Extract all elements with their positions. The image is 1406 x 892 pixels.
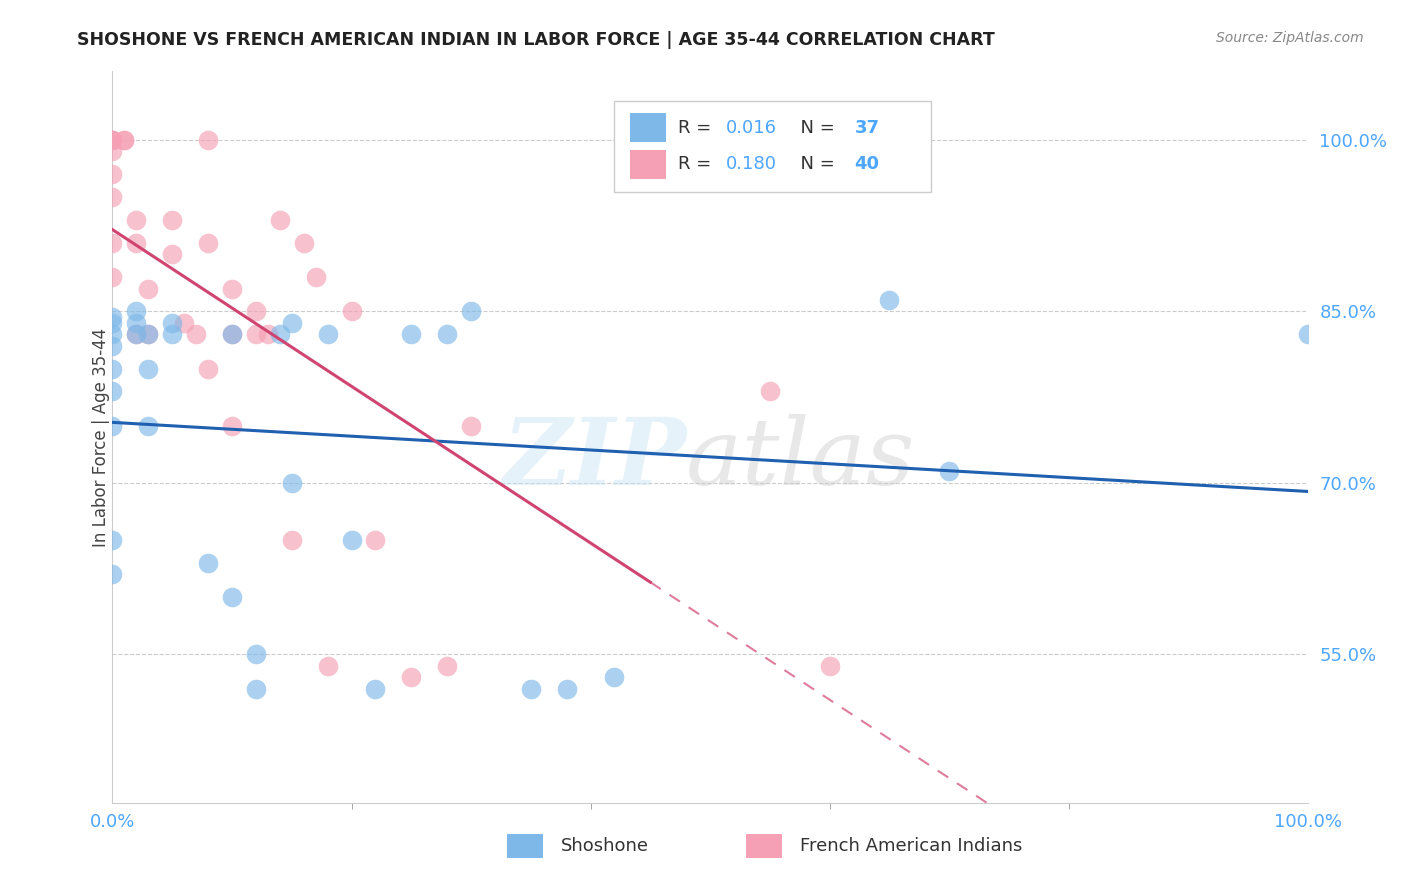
Point xyxy=(114,133,135,147)
Text: French American Indians: French American Indians xyxy=(800,837,1022,855)
Point xyxy=(401,327,423,342)
Text: SHOSHONE VS FRENCH AMERICAN INDIAN IN LABOR FORCE | AGE 35-44 CORRELATION CHART: SHOSHONE VS FRENCH AMERICAN INDIAN IN LA… xyxy=(77,31,995,49)
Text: R =: R = xyxy=(678,119,717,136)
Point xyxy=(364,681,387,696)
Point xyxy=(305,270,328,285)
Point xyxy=(340,304,363,318)
Point xyxy=(101,133,124,147)
Point xyxy=(281,316,304,330)
Point xyxy=(520,681,543,696)
Point xyxy=(257,327,280,342)
Text: N =: N = xyxy=(789,155,841,173)
Point xyxy=(101,339,124,353)
Point xyxy=(101,133,124,147)
Point xyxy=(269,327,291,342)
Point xyxy=(101,327,124,342)
Point xyxy=(162,213,183,227)
Point xyxy=(436,327,458,342)
Text: 37: 37 xyxy=(855,119,880,136)
Point xyxy=(460,304,482,318)
Point xyxy=(173,316,195,330)
Point xyxy=(197,361,219,376)
Point xyxy=(269,213,291,227)
Point xyxy=(340,533,363,547)
Point xyxy=(101,384,124,399)
Point xyxy=(759,384,782,399)
FancyBboxPatch shape xyxy=(508,834,543,858)
Point xyxy=(125,304,148,318)
Text: 0.180: 0.180 xyxy=(725,155,776,173)
Text: Shoshone: Shoshone xyxy=(561,837,648,855)
Point xyxy=(281,475,304,490)
Point xyxy=(101,235,124,250)
Point xyxy=(162,247,183,261)
Point xyxy=(114,133,135,147)
Point xyxy=(138,418,160,433)
Point xyxy=(401,670,423,684)
Point xyxy=(245,327,267,342)
Point xyxy=(138,361,160,376)
Point xyxy=(101,167,124,181)
Point xyxy=(101,145,124,159)
Point xyxy=(101,316,124,330)
Point xyxy=(938,464,960,478)
Point xyxy=(603,670,626,684)
Point xyxy=(460,418,482,433)
Point xyxy=(186,327,208,342)
Point xyxy=(101,533,124,547)
Point xyxy=(125,316,148,330)
Point xyxy=(162,327,183,342)
Point xyxy=(292,235,315,250)
Text: atlas: atlas xyxy=(686,414,915,504)
Point xyxy=(101,567,124,582)
Point xyxy=(364,533,387,547)
FancyBboxPatch shape xyxy=(630,113,666,143)
Text: Source: ZipAtlas.com: Source: ZipAtlas.com xyxy=(1216,31,1364,45)
Point xyxy=(555,681,578,696)
Y-axis label: In Labor Force | Age 35-44: In Labor Force | Age 35-44 xyxy=(93,327,110,547)
Point xyxy=(125,327,148,342)
Point xyxy=(162,316,183,330)
Point xyxy=(316,327,339,342)
Point xyxy=(125,327,148,342)
Point xyxy=(879,293,901,307)
Point xyxy=(818,658,841,673)
Point xyxy=(245,681,267,696)
FancyBboxPatch shape xyxy=(630,150,666,179)
Text: 40: 40 xyxy=(855,155,880,173)
Point xyxy=(221,281,243,295)
Point xyxy=(138,327,160,342)
Point xyxy=(436,658,458,673)
FancyBboxPatch shape xyxy=(614,101,931,192)
Point xyxy=(101,190,124,204)
Point xyxy=(125,213,148,227)
Point xyxy=(221,327,243,342)
Point xyxy=(316,658,339,673)
Point xyxy=(221,418,243,433)
Point xyxy=(245,647,267,661)
Point xyxy=(245,304,267,318)
Point xyxy=(138,281,160,295)
Point xyxy=(221,327,243,342)
Point xyxy=(138,327,160,342)
Point xyxy=(101,418,124,433)
Point xyxy=(101,361,124,376)
Point xyxy=(197,133,219,147)
Text: ZIP: ZIP xyxy=(502,414,686,504)
Text: R =: R = xyxy=(678,155,717,173)
Point xyxy=(125,235,148,250)
Point xyxy=(101,133,124,147)
FancyBboxPatch shape xyxy=(747,834,782,858)
Point xyxy=(221,590,243,604)
Point xyxy=(101,310,124,324)
Point xyxy=(281,533,304,547)
Text: N =: N = xyxy=(789,119,841,136)
Point xyxy=(1296,327,1319,342)
Point xyxy=(101,270,124,285)
Point xyxy=(197,235,219,250)
Text: 0.016: 0.016 xyxy=(725,119,776,136)
Point xyxy=(197,556,219,570)
